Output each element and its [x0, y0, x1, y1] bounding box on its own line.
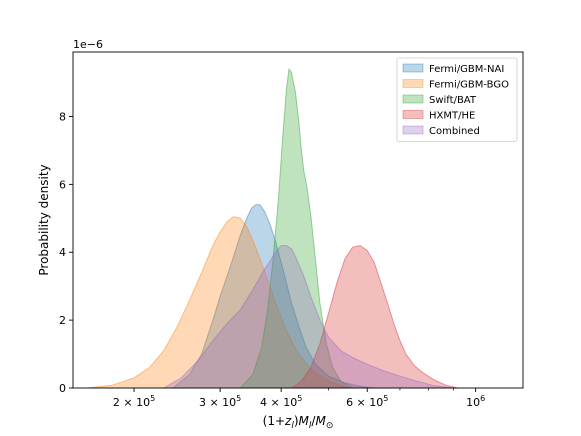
legend-label-4: Combined [429, 126, 480, 137]
x-axis-label: (1+zl)Ml/M⊙ [263, 414, 334, 431]
legend-label-2: Swift/BAT [429, 95, 477, 106]
x-tick-label-1: 3 × 105 [199, 394, 241, 409]
series-area-0 [171, 204, 375, 389]
legend-swatch-0 [402, 63, 424, 73]
y-multiplier-label: 1e−6 [73, 38, 103, 51]
series-area-2 [239, 67, 355, 389]
legend-swatch-4 [402, 125, 424, 135]
series-area-4 [161, 245, 454, 389]
legend-swatch-1 [402, 79, 424, 88]
legend-swatch-2 [402, 94, 424, 104]
y-tick-label-2: 4 [59, 246, 66, 259]
x-tick-label-3: 6 × 105 [346, 394, 388, 409]
x-tick-label-2: 4 × 105 [260, 394, 302, 409]
y-tick-label-0: 0 [59, 382, 66, 395]
x-tick-label-0: 2 × 105 [113, 394, 155, 409]
legend-label-1: Fermi/GBM-BGO [429, 80, 509, 91]
series-area-3 [289, 244, 459, 389]
legend-box [396, 57, 518, 142]
x-tick-label-4: 106 [466, 394, 485, 409]
legend-swatch-3 [402, 110, 424, 119]
series-areas [86, 67, 459, 389]
legend-label-0: Fermi/GBM-NAI [429, 64, 504, 75]
y-axis: 0 2 4 6 8 [59, 110, 73, 395]
y-axis-label: Probability density [37, 164, 51, 275]
y-tick-label-3: 6 [59, 178, 66, 191]
y-tick-label-4: 8 [59, 110, 66, 123]
legend: Fermi/GBM-NAI Fermi/GBM-BGO Swift/BAT HXMT/… [396, 57, 518, 142]
legend-label-3: HXMT/HE [429, 111, 475, 122]
x-axis: 2 × 105 3 × 105 4 × 105 6 × 105 106 [113, 388, 485, 409]
series-area-1 [86, 216, 349, 389]
y-tick-label-1: 2 [59, 314, 66, 327]
plot-frame [72, 51, 524, 389]
